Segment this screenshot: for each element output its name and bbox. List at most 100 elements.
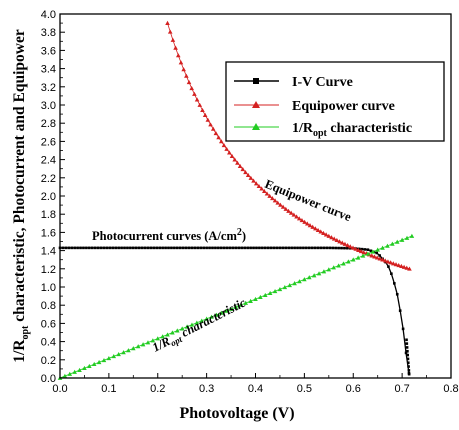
ropt-point [179,326,185,331]
ropt-point [390,241,395,246]
iv-point [405,342,409,345]
equipower-point [197,102,203,107]
iv-point [307,246,311,250]
iv-point [316,246,320,250]
iv-point [152,246,156,250]
equipower-point [167,29,173,34]
ropt-point [370,249,376,254]
equipower-point [380,257,385,262]
ropt-point [302,277,307,282]
equipower-point [270,196,275,201]
ropt-point [223,308,229,313]
iv-point [302,246,305,250]
ropt-point [341,261,346,266]
ropt-point [77,367,82,372]
ropt-point [140,342,146,347]
ropt-point [106,355,112,361]
x-tick-label: 0.1 [101,383,116,395]
y-tick-label: 0.6 [41,318,56,330]
equipower-point [253,181,259,186]
ropt-point [394,239,400,244]
iv-point [117,246,120,250]
iv-point [208,246,211,250]
equipower-point [299,217,305,223]
y-tick-label: 4.0 [41,9,56,21]
iv-point [331,246,335,250]
iv-point [184,246,188,250]
equipower-point [189,85,195,91]
ropt-point [262,292,268,298]
iv-point [246,246,249,250]
iv-point [126,246,129,250]
x-axis-title: Photovoltage (V) [179,405,294,422]
iv-point [211,246,214,250]
iv-point [405,338,408,342]
iv-point [82,246,85,250]
equipower-point [248,175,254,180]
equipower-point [358,248,364,254]
iv-point [366,248,370,251]
equipower-point [288,210,294,215]
iv-point [64,246,68,250]
ropt-point [385,243,390,248]
iv-point [102,246,106,250]
ropt-point [258,294,263,300]
equipower-point [237,163,243,168]
ropt-point [336,263,341,268]
equipower-point [399,263,404,269]
legend-marker-ropt [252,123,260,130]
ropt-point [287,283,293,288]
ropt-point [111,354,117,359]
legend-label-equipower: Equipower curve [292,99,395,114]
iv-point [281,246,285,250]
annotation-photocurrent: Photocurrent curves (A/cm2) [92,227,246,243]
x-tick-label: 0.7 [394,383,409,395]
equipower-point [321,230,326,235]
iv-point [96,246,100,250]
ropt-point [62,373,68,378]
iv-point [258,246,261,250]
iv-point [187,246,191,250]
ropt-point [82,365,87,370]
equipower-point [256,183,262,189]
iv-point [170,246,173,250]
equipower-point [165,20,170,25]
equipower-point [205,117,211,122]
equipower-point [404,265,410,270]
ropt-point [311,273,317,278]
ropt-point [306,275,312,280]
y-tick-label: 3.0 [41,100,56,112]
iv-point [85,246,88,250]
iv-point [143,246,147,250]
equipower-point [329,235,334,240]
iv-point [407,369,411,372]
equipower-point [232,157,238,162]
equipower-point [334,237,340,243]
iv-point [214,246,217,250]
iv-point [243,246,247,250]
equipower-point [245,172,251,178]
equipower-point [326,233,332,238]
equipower-point [291,212,297,217]
iv-point [164,246,167,250]
equipower-point [259,186,264,191]
iv-point [401,327,405,331]
iv-point [284,246,288,250]
iv-point [407,372,411,376]
equipower-point [388,260,393,265]
iv-point [114,246,118,250]
iv-point [406,361,410,365]
legend-marker-equipower [252,101,260,108]
iv-point [263,246,267,250]
ropt-point [126,348,131,353]
equipower-point [267,193,272,198]
iv-point [108,246,112,250]
ropt-point [150,338,156,343]
iv-point [193,246,197,250]
y-tick-label: 0.2 [41,355,56,367]
ropt-point [160,334,165,339]
equipower-point [216,135,221,140]
ropt-point [346,259,351,264]
x-tick-label: 0.5 [297,383,312,395]
